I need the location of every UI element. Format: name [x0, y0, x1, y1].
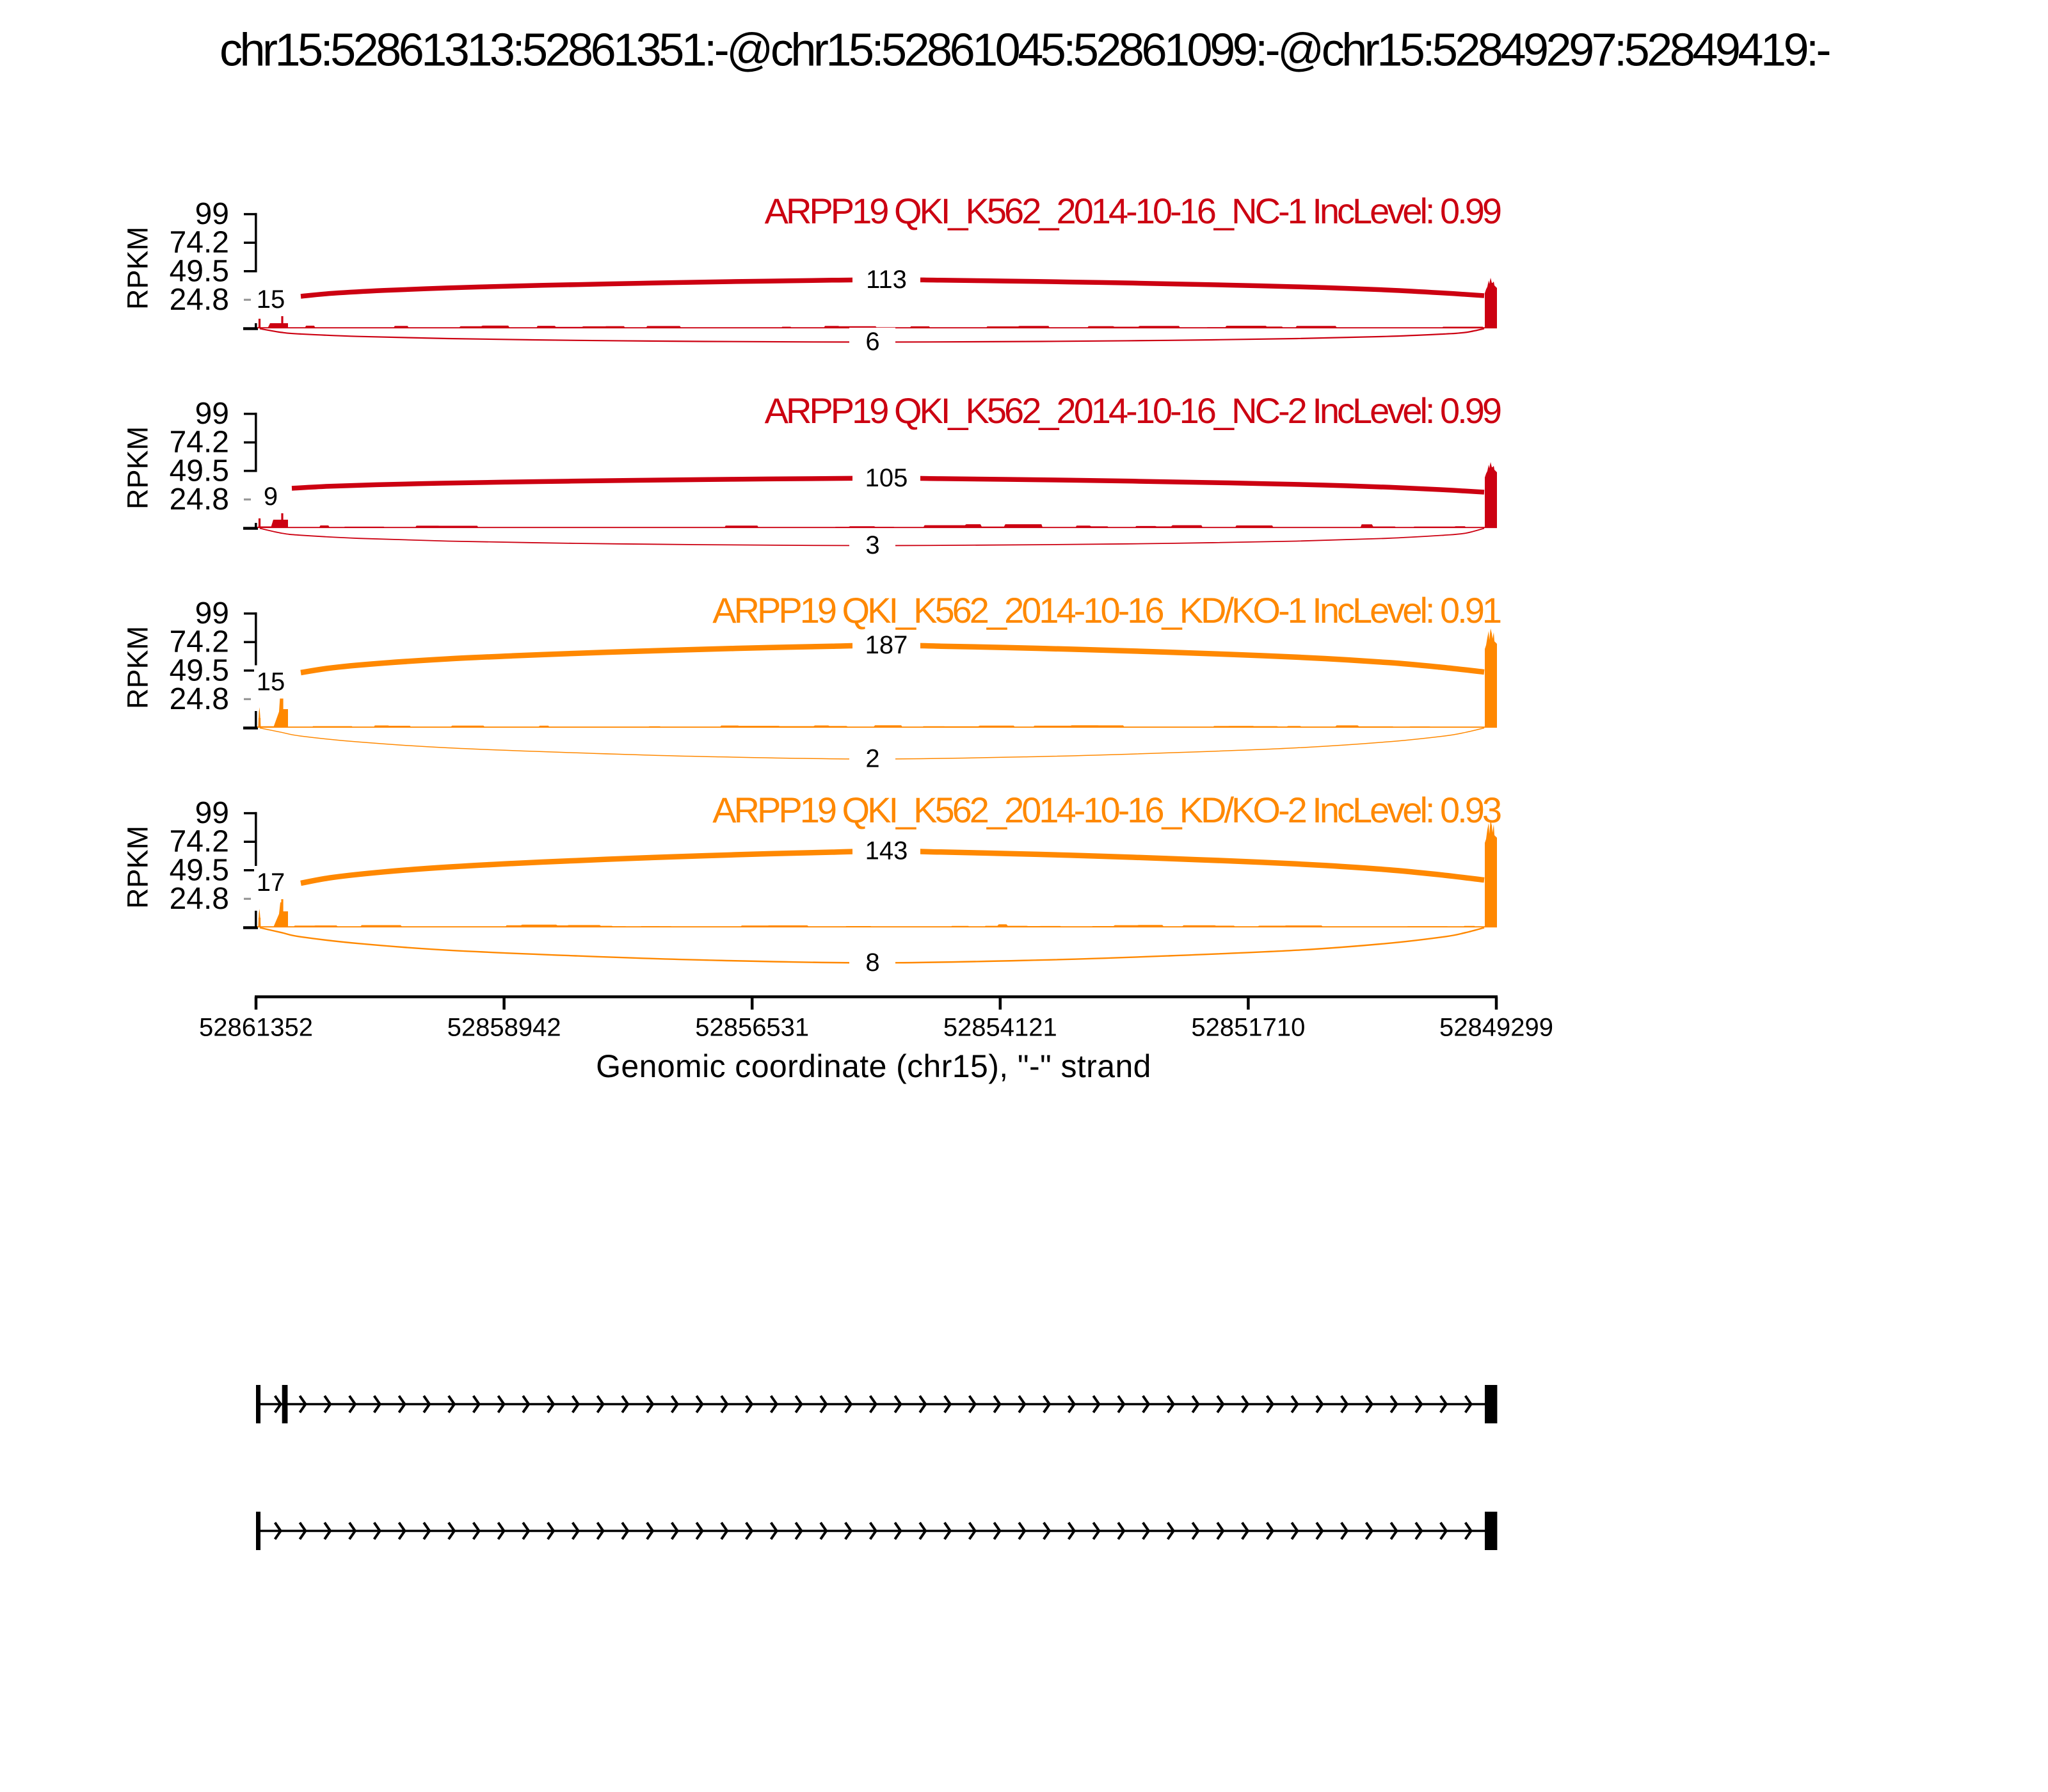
svg-text:52851710: 52851710: [1191, 1014, 1305, 1042]
svg-text:ARPP19 QKI_K562_2014-10-16_NC-: ARPP19 QKI_K562_2014-10-16_NC-2 IncLevel…: [765, 390, 1501, 431]
svg-text:74.2: 74.2: [170, 825, 229, 859]
svg-text:49.5: 49.5: [170, 853, 229, 887]
svg-text:74.2: 74.2: [170, 625, 229, 659]
svg-text:52849299: 52849299: [1439, 1014, 1553, 1042]
svg-text:49.5: 49.5: [170, 653, 229, 687]
svg-text:24.8: 24.8: [170, 682, 229, 716]
svg-text:9: 9: [264, 483, 278, 511]
svg-text:52854121: 52854121: [943, 1014, 1057, 1042]
svg-text:187: 187: [865, 631, 908, 659]
svg-text:49.5: 49.5: [170, 254, 229, 288]
svg-text:99: 99: [195, 197, 229, 231]
svg-text:2: 2: [865, 745, 879, 773]
svg-text:99: 99: [195, 796, 229, 830]
svg-text:105: 105: [865, 464, 908, 492]
svg-text:chr15:52861313:52861351:-@chr1: chr15:52861313:52861351:-@chr15:52861045…: [220, 25, 1830, 76]
svg-text:RPKM: RPKM: [122, 626, 154, 709]
svg-text:Genomic coordinate (chr15), "-: Genomic coordinate (chr15), "-" strand: [596, 1048, 1151, 1084]
svg-text:24.8: 24.8: [170, 882, 229, 916]
svg-text:24.8: 24.8: [170, 483, 229, 516]
svg-text:RPKM: RPKM: [122, 826, 154, 909]
svg-text:143: 143: [865, 837, 908, 865]
svg-text:15: 15: [257, 668, 285, 696]
svg-text:3: 3: [865, 531, 879, 559]
svg-text:99: 99: [195, 397, 229, 431]
svg-text:113: 113: [866, 266, 907, 294]
svg-text:74.2: 74.2: [170, 226, 229, 260]
svg-text:24.8: 24.8: [170, 283, 229, 317]
svg-text:ARPP19 QKI_K562_2014-10-16_NC-: ARPP19 QKI_K562_2014-10-16_NC-1 IncLevel…: [765, 191, 1501, 231]
svg-text:74.2: 74.2: [170, 426, 229, 460]
svg-text:52856531: 52856531: [695, 1014, 809, 1042]
svg-text:RPKM: RPKM: [122, 227, 154, 310]
svg-text:52861352: 52861352: [199, 1014, 313, 1042]
svg-text:ARPP19 QKI_K562_2014-10-16_KD/: ARPP19 QKI_K562_2014-10-16_KD/KO-2 IncLe…: [712, 790, 1501, 830]
svg-text:52858942: 52858942: [447, 1014, 561, 1042]
svg-text:6: 6: [865, 328, 879, 356]
svg-text:49.5: 49.5: [170, 454, 229, 488]
svg-text:17: 17: [257, 868, 285, 897]
svg-text:8: 8: [865, 948, 879, 977]
svg-text:RPKM: RPKM: [122, 426, 154, 509]
svg-text:ARPP19 QKI_K562_2014-10-16_KD/: ARPP19 QKI_K562_2014-10-16_KD/KO-1 IncLe…: [712, 590, 1501, 630]
svg-text:99: 99: [195, 596, 229, 630]
svg-text:15: 15: [257, 285, 285, 314]
